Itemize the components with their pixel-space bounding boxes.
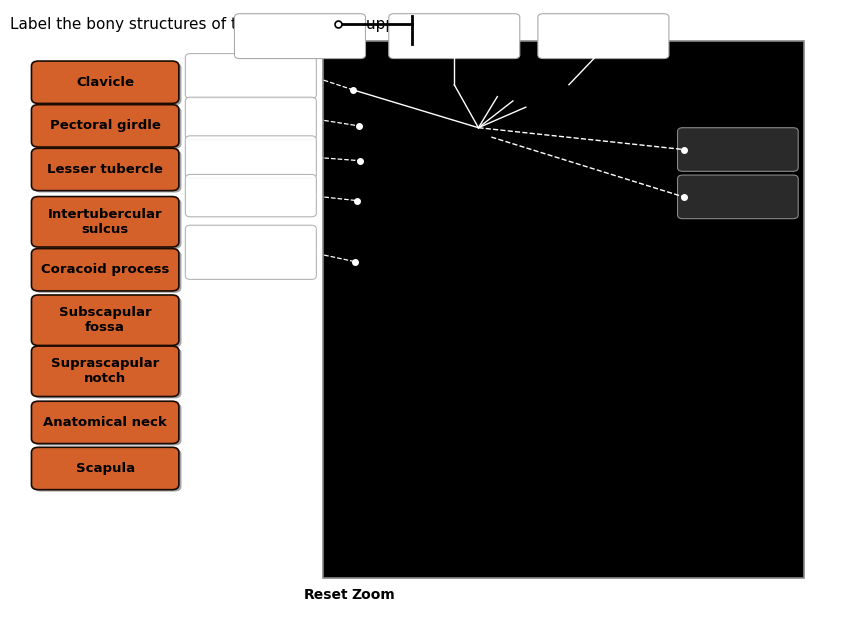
FancyBboxPatch shape bbox=[31, 105, 178, 147]
FancyBboxPatch shape bbox=[34, 63, 181, 105]
FancyBboxPatch shape bbox=[34, 449, 181, 492]
FancyBboxPatch shape bbox=[185, 174, 316, 217]
FancyBboxPatch shape bbox=[34, 150, 181, 193]
FancyBboxPatch shape bbox=[31, 148, 178, 191]
Bar bbox=[323, 41, 803, 578]
FancyBboxPatch shape bbox=[34, 403, 181, 445]
FancyBboxPatch shape bbox=[234, 14, 365, 59]
Text: Zoom: Zoom bbox=[351, 588, 394, 602]
Text: Suprascapular
notch: Suprascapular notch bbox=[51, 358, 159, 385]
FancyBboxPatch shape bbox=[677, 128, 797, 171]
Text: Pectoral girdle: Pectoral girdle bbox=[50, 120, 160, 132]
FancyBboxPatch shape bbox=[31, 295, 178, 345]
Text: Anatomical neck: Anatomical neck bbox=[43, 416, 167, 429]
FancyBboxPatch shape bbox=[185, 226, 316, 279]
Text: Reset: Reset bbox=[303, 588, 348, 602]
FancyBboxPatch shape bbox=[31, 61, 178, 103]
Text: Intertubercular
sulcus: Intertubercular sulcus bbox=[48, 208, 162, 235]
Text: Lesser tubercle: Lesser tubercle bbox=[47, 163, 163, 176]
FancyBboxPatch shape bbox=[537, 14, 668, 59]
Text: Scapula: Scapula bbox=[76, 462, 134, 475]
FancyBboxPatch shape bbox=[34, 198, 181, 249]
FancyBboxPatch shape bbox=[185, 54, 316, 98]
FancyBboxPatch shape bbox=[388, 14, 519, 59]
FancyBboxPatch shape bbox=[34, 297, 181, 348]
FancyBboxPatch shape bbox=[185, 97, 316, 140]
Text: Label the bony structures of the shoulder and upper limb.: Label the bony structures of the shoulde… bbox=[10, 17, 454, 32]
Text: Coracoid process: Coracoid process bbox=[41, 264, 169, 276]
FancyBboxPatch shape bbox=[677, 175, 797, 219]
FancyBboxPatch shape bbox=[34, 107, 181, 149]
FancyBboxPatch shape bbox=[31, 447, 178, 490]
FancyBboxPatch shape bbox=[31, 249, 178, 291]
FancyBboxPatch shape bbox=[31, 401, 178, 444]
FancyBboxPatch shape bbox=[185, 136, 316, 178]
Text: Clavicle: Clavicle bbox=[76, 76, 134, 88]
FancyBboxPatch shape bbox=[31, 346, 178, 396]
FancyBboxPatch shape bbox=[34, 348, 181, 399]
Text: Subscapular
fossa: Subscapular fossa bbox=[59, 307, 152, 334]
FancyBboxPatch shape bbox=[31, 197, 178, 247]
FancyBboxPatch shape bbox=[34, 250, 181, 293]
